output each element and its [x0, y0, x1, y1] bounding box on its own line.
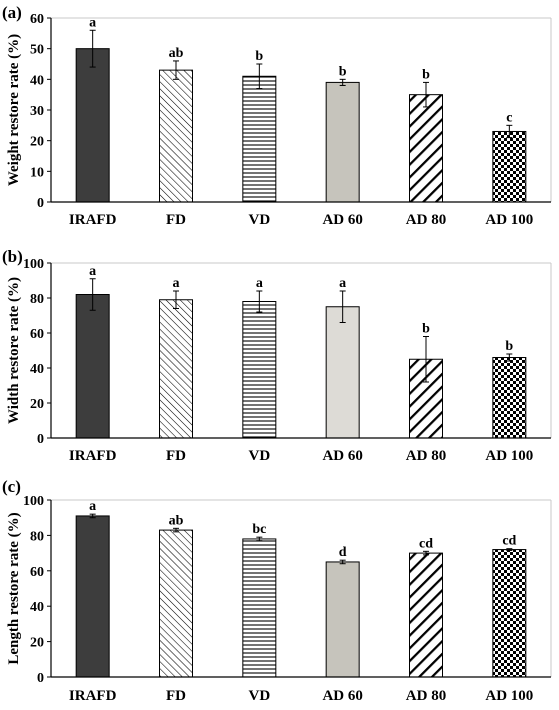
y-axis-title: Length restore rate (%) [6, 512, 22, 664]
bar [325, 306, 360, 439]
bar [75, 294, 110, 439]
category-label: AD 60 [322, 688, 362, 704]
significance-label: a [89, 499, 96, 514]
category-label: VD [248, 212, 270, 228]
category-label: FD [166, 448, 186, 464]
category-label: AD 100 [485, 688, 533, 704]
bar [409, 358, 443, 439]
bar [409, 94, 443, 203]
bar [492, 130, 527, 203]
bar [325, 81, 360, 203]
y-tick-label: 100 [23, 494, 44, 509]
bar [75, 515, 110, 678]
bar [492, 357, 527, 439]
bar [242, 301, 277, 439]
panel-b: (b) Width restore rate (%) 0 20 40 60 80 100 a IR… [2, 247, 552, 464]
y-tick-label: 80 [30, 529, 44, 544]
significance-label: a [89, 264, 96, 279]
significance-label: cd [419, 536, 433, 551]
significance-label: a [256, 276, 263, 291]
y-axis-title: Weight restore rate (%) [6, 34, 22, 186]
significance-label: d [339, 545, 347, 560]
bar [325, 561, 360, 678]
bar [159, 69, 193, 203]
y-tick-label: 100 [23, 257, 44, 272]
category-label: IRAFD [69, 688, 117, 704]
bar [492, 549, 527, 678]
significance-label: cd [502, 534, 516, 549]
bar [159, 529, 193, 678]
y-tick-label: 20 [30, 135, 44, 150]
category-label: VD [248, 688, 270, 704]
panel-label: (c) [2, 477, 21, 496]
y-tick-label: 0 [37, 671, 44, 686]
significance-label: a [173, 276, 180, 291]
bar [409, 552, 443, 678]
significance-label: a [89, 15, 96, 30]
category-label: AD 80 [406, 688, 446, 704]
category-label: IRAFD [69, 448, 117, 464]
y-tick-label: 40 [30, 362, 44, 377]
y-tick-label: 60 [30, 565, 44, 580]
y-tick-label: 40 [30, 600, 44, 615]
category-label: AD 80 [406, 212, 446, 228]
y-tick-label: 80 [30, 292, 44, 307]
significance-label: b [505, 339, 513, 354]
y-tick-label: 40 [30, 73, 44, 88]
significance-label: c [506, 110, 512, 125]
y-tick-label: 60 [30, 12, 44, 27]
category-label: VD [248, 448, 270, 464]
category-label: AD 80 [406, 448, 446, 464]
bar [242, 75, 277, 203]
y-tick-label: 0 [37, 432, 44, 447]
significance-label: a [339, 276, 346, 291]
y-axis-title: Width restore rate (%) [6, 277, 22, 424]
category-label: AD 60 [322, 448, 362, 464]
y-tick-label: 0 [37, 196, 44, 211]
significance-label: b [422, 322, 430, 337]
bar [75, 48, 110, 203]
category-label: AD 100 [485, 448, 533, 464]
category-label: AD 100 [485, 212, 533, 228]
y-tick-label: 20 [30, 397, 44, 412]
category-label: IRAFD [69, 212, 117, 228]
significance-label: ab [169, 513, 184, 528]
bar [159, 299, 193, 439]
panel-c: (c) Length restore rate (%) 0 20 40 60 80 100 a I… [2, 477, 552, 704]
category-label: FD [166, 212, 186, 228]
panel-label: (a) [2, 3, 22, 22]
y-tick-label: 60 [30, 327, 44, 342]
significance-label: b [422, 67, 430, 82]
y-tick-label: 50 [30, 43, 44, 58]
y-tick-label: 10 [30, 165, 44, 180]
panel-label: (b) [2, 247, 23, 266]
category-label: FD [166, 688, 186, 704]
significance-label: b [255, 49, 263, 64]
significance-label: ab [169, 46, 184, 61]
significance-label: bc [252, 522, 266, 537]
y-tick-label: 20 [30, 636, 44, 651]
category-label: AD 60 [322, 212, 362, 228]
significance-label: b [339, 64, 347, 79]
y-tick-label: 30 [30, 104, 44, 119]
panel-a: (a) Weight restore rate (%) 0 10 20 30 40 50 60 a… [2, 3, 552, 228]
bar [242, 538, 277, 678]
